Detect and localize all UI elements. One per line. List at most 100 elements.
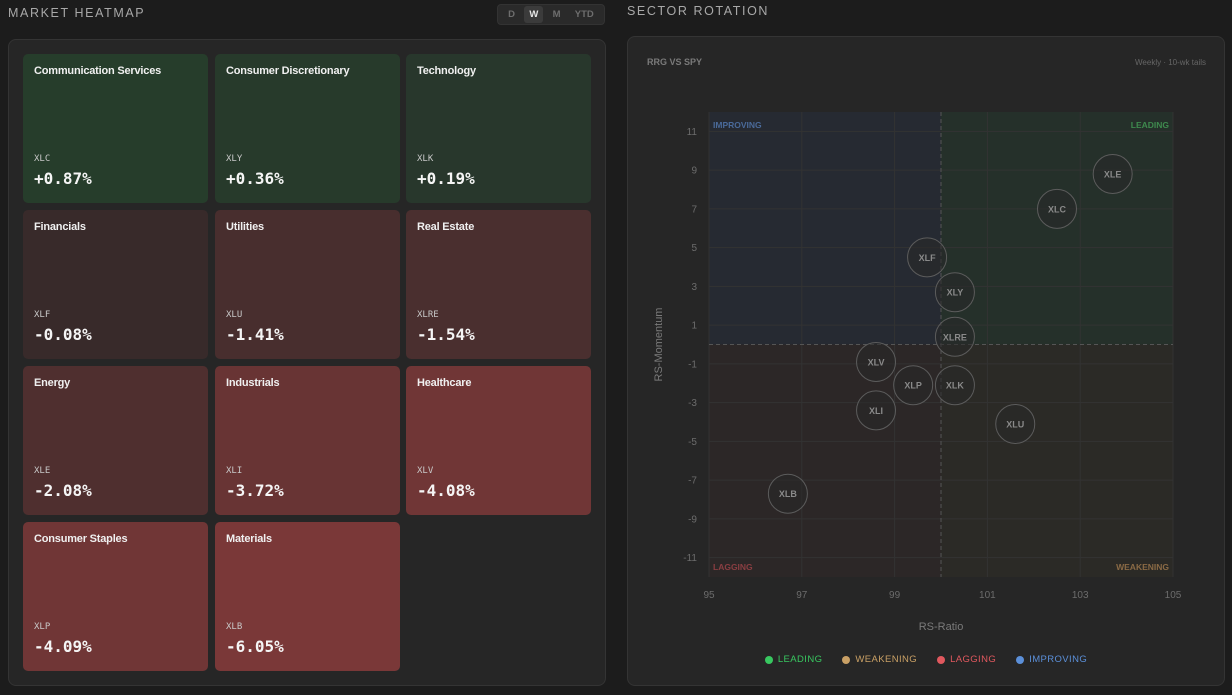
sector-point-label: XLI	[869, 406, 883, 416]
timeframe-selector: D W M YTD	[497, 4, 605, 25]
legend-lagging-label: LAGGING	[950, 654, 997, 665]
legend-lagging-dot	[937, 655, 946, 664]
y-tick-label: 3	[691, 282, 697, 293]
x-tick-label: 105	[1165, 590, 1182, 601]
sector-change: +0.87%	[34, 169, 92, 188]
sector-change: -0.08%	[34, 325, 92, 344]
timeframe-month-button[interactable]: M	[552, 9, 561, 20]
timeframe-day-button[interactable]: D	[508, 9, 516, 20]
sector-change: +0.19%	[417, 169, 475, 188]
y-tick-label: 7	[691, 204, 697, 215]
sector-change: -1.54%	[417, 325, 475, 344]
y-tick-label: -5	[688, 437, 697, 448]
sector-point-circle	[893, 365, 934, 406]
x-tick-label: 95	[703, 590, 715, 601]
heatmap-tile[interactable]: Healthcare XLV -4.08%	[406, 366, 591, 515]
sector-ticker: XLF	[34, 310, 51, 320]
market-heatmap-title: MARKET HEATMAP	[8, 6, 146, 20]
legend-weakening-dot	[842, 655, 851, 664]
sector-ticker: XLY	[226, 154, 243, 164]
sector-point-label: XLU	[1006, 419, 1024, 429]
sector-point-label: XLRE	[943, 332, 967, 342]
sector-name: Financials	[34, 221, 86, 233]
sector-point-circle	[934, 272, 975, 313]
heatmap-tile[interactable]: Consumer Discretionary XLY +0.36%	[215, 54, 400, 203]
timeframe-week-button[interactable]: W	[524, 6, 544, 23]
x-tick-label: 101	[979, 590, 996, 601]
y-tick-label: -1	[688, 359, 697, 370]
sector-point-circle	[1092, 154, 1133, 194]
sector-name: Energy	[34, 377, 71, 389]
y-tick-label: -3	[688, 398, 697, 409]
sector-point-circle	[934, 365, 975, 406]
sector-ticker: XLC	[34, 154, 51, 164]
y-tick-label: 9	[691, 166, 697, 177]
sector-point-label: XLK	[946, 381, 965, 391]
heatmap-tile[interactable]: Real Estate XLRE -1.54%	[406, 210, 591, 359]
sector-point-label: XLC	[1048, 204, 1067, 214]
legend-weakening-label: WEAKENING	[855, 654, 918, 665]
heatmap-tile[interactable]: Technology XLK +0.19%	[406, 54, 591, 203]
sector-change: +0.36%	[226, 169, 284, 188]
sector-ticker: XLU	[226, 310, 243, 320]
heatmap-tile[interactable]: Communication Services XLC +0.87%	[23, 54, 208, 203]
legend-weakening: WEAKENING	[842, 654, 917, 665]
sector-name: Consumer Staples	[34, 533, 128, 545]
sector-ticker: XLP	[34, 622, 51, 632]
sector-name: Utilities	[226, 221, 264, 233]
sector-ticker: XLRE	[417, 310, 439, 320]
sector-name: Healthcare	[417, 377, 472, 389]
rrg-chart-title: RRG VS SPY	[647, 57, 703, 67]
heatmap-tile[interactable]: Consumer Staples XLP -4.09%	[23, 522, 208, 671]
sector-point-label: XLV	[868, 357, 885, 367]
sector-ticker: XLI	[226, 466, 243, 476]
quadrant-label-improving: IMPROVING	[713, 120, 762, 130]
sector-point-circle	[856, 390, 897, 431]
y-tick-label: 11	[687, 127, 698, 138]
sector-point-circle	[767, 473, 808, 514]
quadrant-label-lagging: LAGGING	[713, 562, 753, 572]
sector-name: Real Estate	[417, 221, 475, 233]
sector-change: -3.72%	[226, 481, 284, 500]
sector-change: -6.05%	[226, 637, 284, 656]
sector-point-label: XLP	[904, 381, 922, 391]
quadrant-improving-bg	[709, 112, 941, 345]
sector-point-circle	[1037, 188, 1077, 229]
heatmap-tile[interactable]: Financials XLF -0.08%	[23, 210, 208, 359]
sector-change: -2.08%	[34, 481, 92, 500]
sector-point-circle	[934, 316, 975, 357]
quadrant-weakening-bg	[941, 344, 1173, 577]
heatmap-tile[interactable]: Utilities XLU -1.41%	[215, 210, 400, 359]
sector-point-label: XLB	[779, 489, 798, 499]
heatmap-panel: Communication Services XLC +0.87% Consum…	[8, 39, 606, 686]
sector-ticker: XLV	[417, 466, 434, 476]
rrg-chart-subtitle: Weekly · 10-wk tails	[1135, 58, 1206, 67]
x-tick-label: 99	[889, 590, 901, 601]
rrg-legend: LEADING WEAKENING LAGGING IMPROVING	[628, 654, 1224, 665]
sector-ticker: XLB	[226, 622, 243, 632]
y-tick-label: -11	[683, 553, 697, 564]
legend-leading-label: LEADING	[777, 654, 823, 665]
sector-point-circle	[856, 341, 897, 382]
heatmap-tile[interactable]: Materials XLB -6.05%	[215, 522, 400, 671]
timeframe-ytd-button[interactable]: YTD	[574, 9, 594, 20]
quadrant-label-weakening: WEAKENING	[1116, 562, 1169, 572]
x-axis-label: RS-Ratio	[919, 621, 964, 633]
sector-change: -1.41%	[226, 325, 284, 344]
quadrant-label-leading: LEADING	[1131, 120, 1170, 130]
sector-name: Communication Services	[34, 65, 162, 77]
sector-name: Materials	[226, 533, 272, 545]
heatmap-tile[interactable]: Industrials XLI -3.72%	[215, 366, 400, 515]
legend-leading-dot	[764, 655, 773, 664]
sector-point-circle	[907, 237, 948, 278]
y-tick-label: -9	[688, 514, 697, 525]
sector-change: -4.08%	[417, 481, 475, 500]
rotation-panel: RRG VS SPY Weekly · 10-wk tails IMPROVIN…	[627, 36, 1225, 686]
legend-leading: LEADING	[764, 654, 823, 665]
sector-point-label: XLY	[947, 288, 964, 298]
heatmap-tile[interactable]: Energy XLE -2.08%	[23, 366, 208, 515]
sector-rotation-title: SECTOR ROTATION	[627, 4, 770, 18]
sector-point-circle	[995, 403, 1036, 444]
sector-change: -4.09%	[34, 637, 92, 656]
